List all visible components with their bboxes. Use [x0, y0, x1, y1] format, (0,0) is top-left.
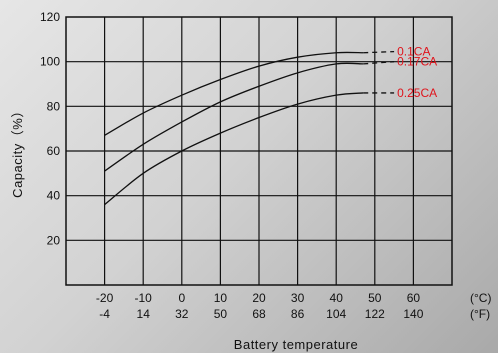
x-tick-label-fahrenheit: 50 [214, 307, 228, 321]
x-unit-fahrenheit: (°F) [470, 307, 490, 321]
x-tick-label-celsius: -10 [135, 291, 153, 305]
x-tick-label-celsius: 50 [368, 291, 382, 305]
x-tick-label-fahrenheit: 104 [326, 307, 346, 321]
x-tick-label-fahrenheit: 122 [365, 307, 385, 321]
y-axis-title: Capacity（%） [10, 104, 25, 198]
y-tick-label: 40 [47, 189, 61, 203]
x-tick-label-celsius: 20 [252, 291, 266, 305]
y-tick-label: 80 [47, 99, 61, 113]
x-tick-label-fahrenheit: 32 [175, 307, 189, 321]
x-tick-label-celsius: 40 [330, 291, 344, 305]
x-unit-celsius: (°C) [470, 291, 491, 305]
y-tick-label: 100 [40, 55, 60, 69]
x-tick-label-fahrenheit: -4 [99, 307, 110, 321]
x-tick-label-fahrenheit: 140 [403, 307, 423, 321]
x-tick-label-fahrenheit: 14 [137, 307, 151, 321]
x-tick-label-celsius: 0 [178, 291, 185, 305]
x-tick-label-celsius: 60 [407, 291, 421, 305]
series-line [104, 92, 364, 206]
series-label: 0.17CA [397, 55, 437, 69]
series-label: 0.1CA [397, 45, 430, 59]
series-line [104, 51, 364, 136]
y-tick-label: 60 [47, 144, 61, 158]
x-tick-label-celsius: 10 [214, 291, 228, 305]
y-tick-label: 120 [40, 10, 60, 24]
x-axis-title: Battery temperature [234, 337, 358, 352]
series-dashed-extension [363, 50, 395, 54]
x-tick-label-celsius: 30 [291, 291, 305, 305]
x-tick-label-celsius: -20 [96, 291, 114, 305]
y-tick-label: 20 [47, 233, 61, 247]
series-label: 0.25CA [397, 86, 437, 100]
x-tick-label-fahrenheit: 86 [291, 307, 305, 321]
x-tick-label-fahrenheit: 68 [252, 307, 266, 321]
y-tick-labels: 20 40 60 80 100 120 [40, 10, 60, 247]
grid [65, 16, 453, 286]
series-line [104, 62, 364, 172]
